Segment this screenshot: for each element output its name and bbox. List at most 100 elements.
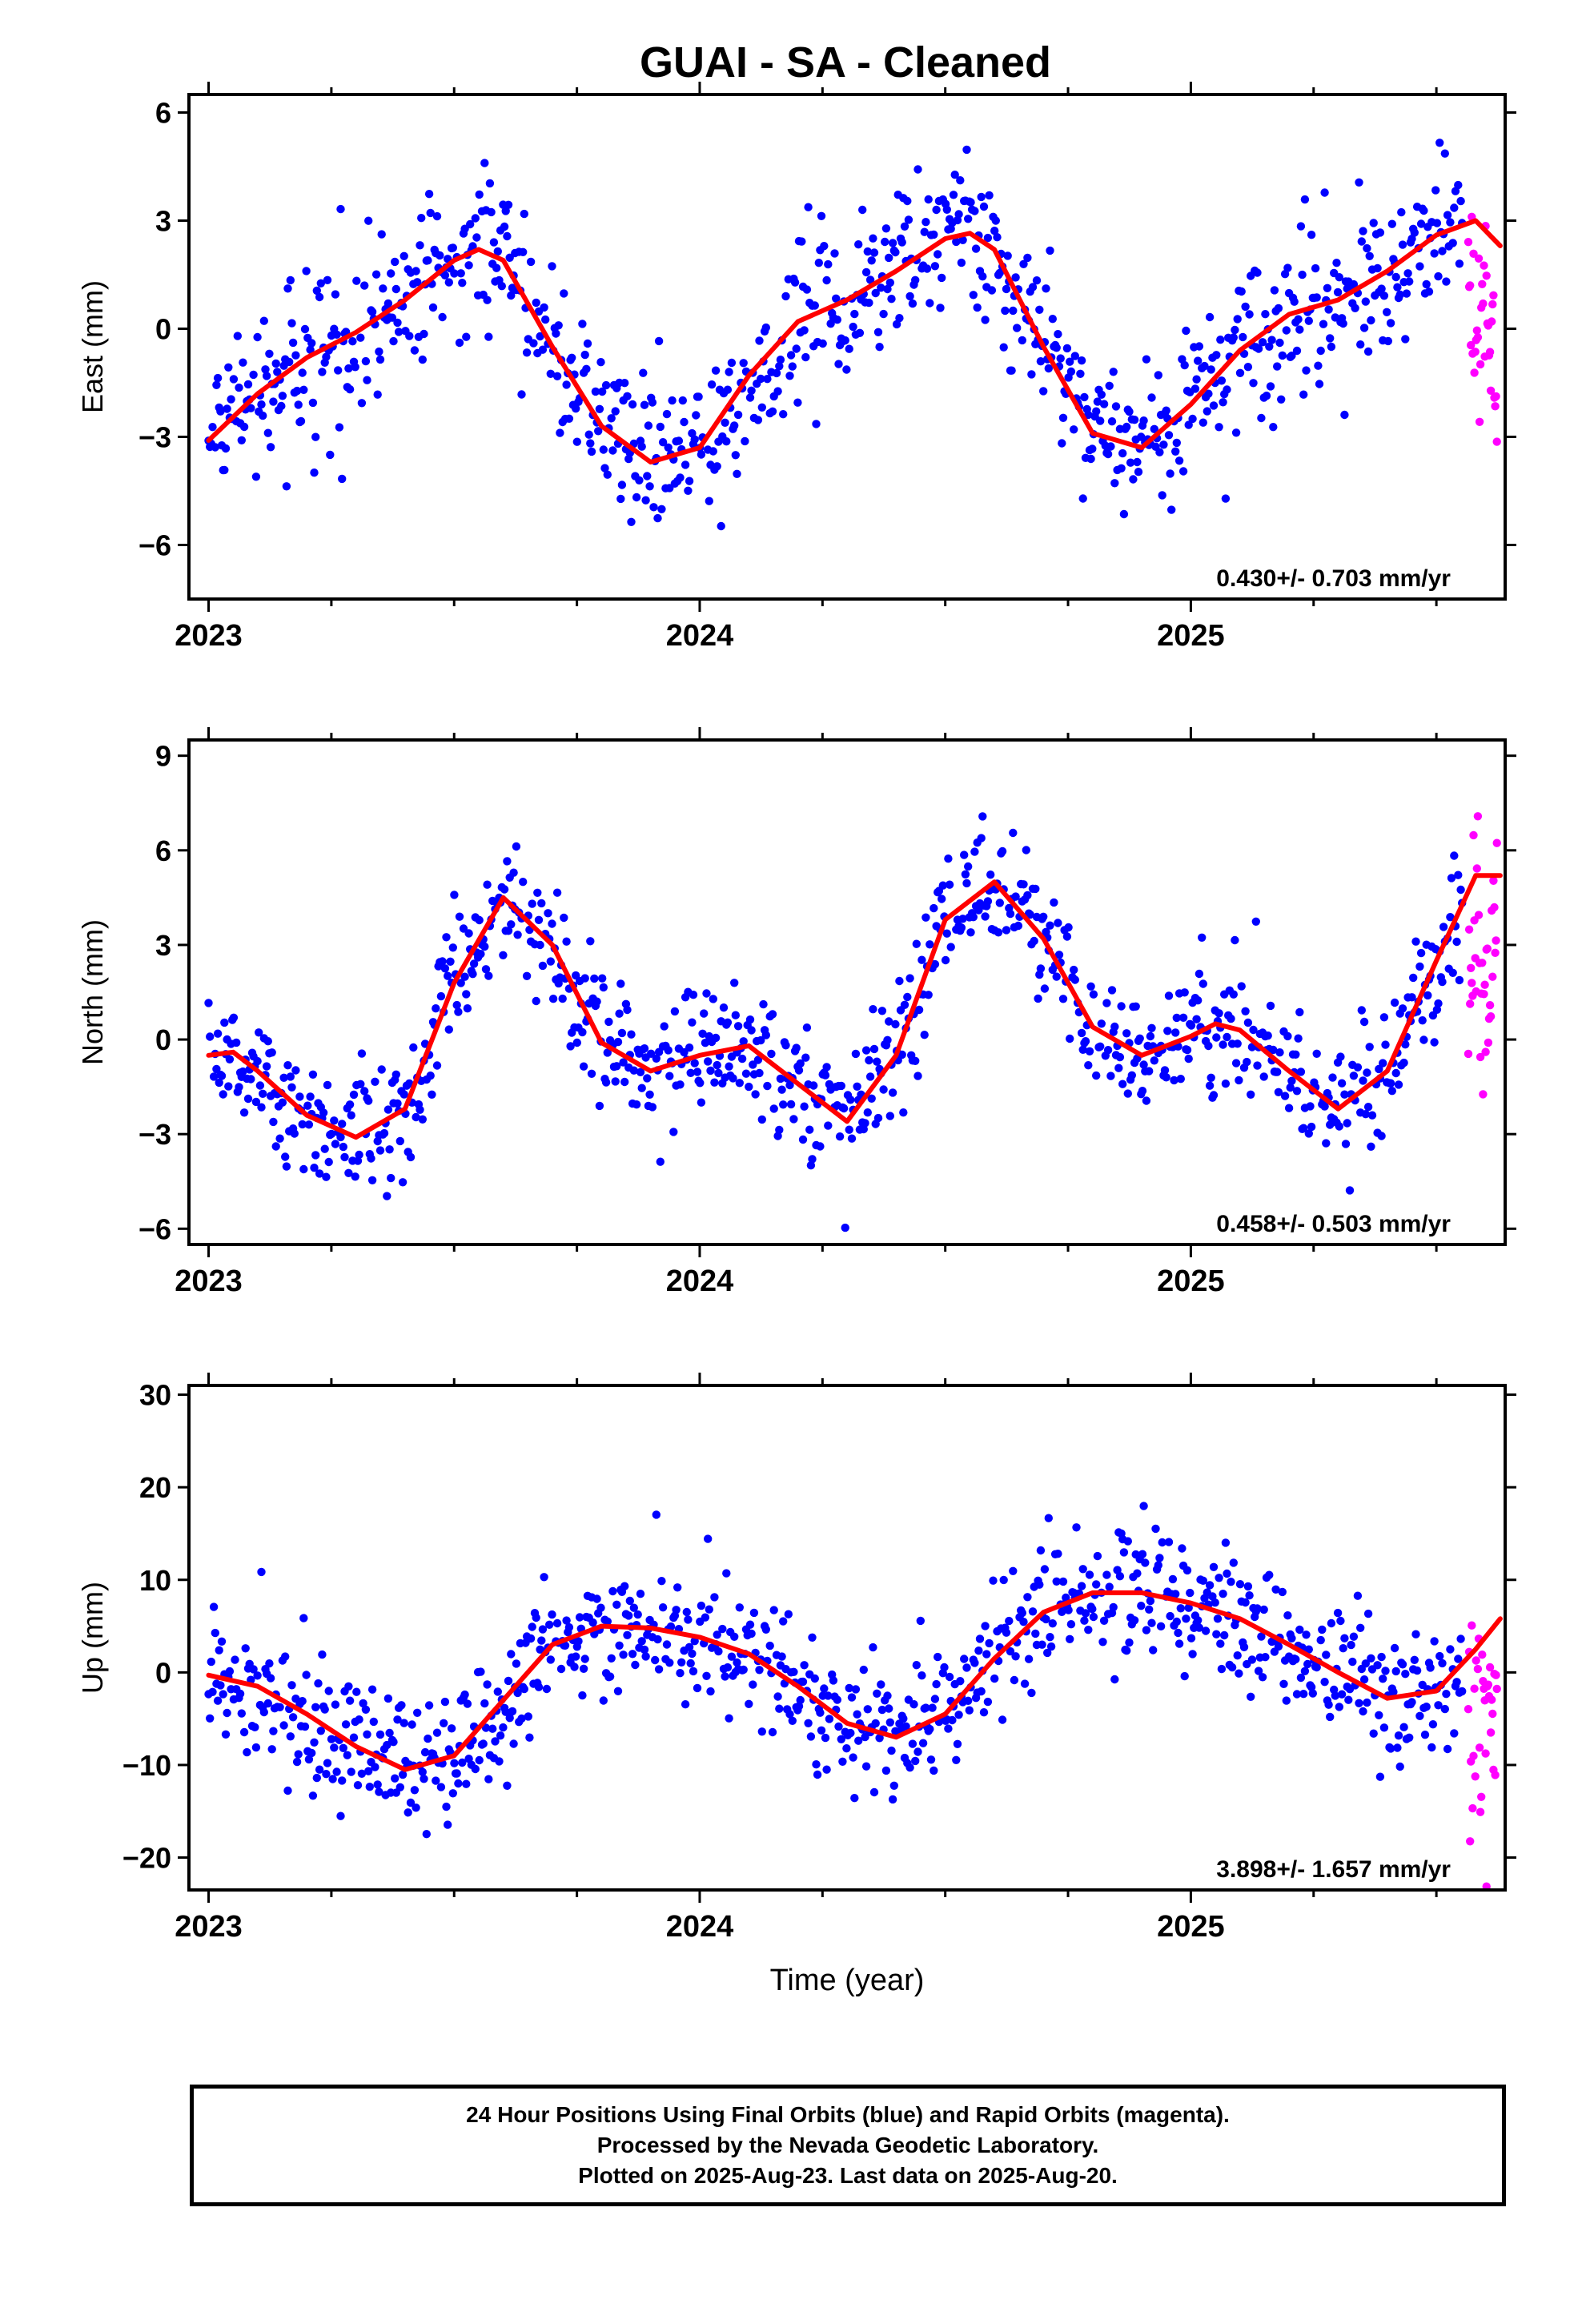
- final-orbit-point: [1428, 1720, 1438, 1729]
- final-orbit-point: [351, 363, 359, 372]
- final-orbit-point: [930, 903, 938, 913]
- final-orbit-point: [315, 1169, 324, 1178]
- rapid-orbit-point: [1467, 963, 1476, 973]
- final-orbit-point: [1182, 1614, 1191, 1623]
- final-orbit-point: [1294, 1034, 1303, 1043]
- final-orbit-point: [253, 332, 262, 342]
- final-orbit-point: [1379, 292, 1389, 300]
- final-orbit-point: [1377, 284, 1386, 293]
- final-orbit-point: [913, 1747, 922, 1756]
- final-orbit-point: [709, 447, 717, 456]
- final-orbit-point: [895, 976, 904, 986]
- y-tick-label: 0: [155, 313, 171, 346]
- final-orbit-point: [1209, 401, 1219, 410]
- final-orbit-point: [1044, 1514, 1054, 1522]
- final-orbit-point: [1155, 448, 1164, 456]
- x-tick-label: 2023: [175, 1910, 243, 1944]
- final-orbit-point: [940, 1663, 949, 1672]
- final-orbit-point: [1245, 1591, 1254, 1600]
- rapid-orbit-point: [1491, 1771, 1500, 1779]
- final-orbit-point: [911, 1056, 920, 1066]
- final-orbit-point: [1450, 851, 1459, 860]
- final-orbit-point: [1125, 407, 1134, 416]
- final-orbit-point: [673, 1583, 682, 1592]
- final-orbit-point: [1263, 1031, 1272, 1040]
- final-orbit-point: [1147, 1618, 1156, 1627]
- final-orbit-point: [694, 392, 703, 401]
- final-orbit-point: [1381, 1667, 1390, 1675]
- final-orbit-point: [265, 349, 274, 358]
- final-orbit-point: [436, 1783, 446, 1791]
- final-orbit-point: [891, 247, 900, 257]
- final-orbit-point: [1085, 1047, 1094, 1056]
- final-orbit-point: [387, 269, 396, 278]
- final-orbit-point: [1381, 1040, 1390, 1049]
- final-orbit-point: [786, 1100, 796, 1109]
- final-orbit-point: [945, 1672, 954, 1682]
- rapid-orbit-point: [1489, 291, 1498, 300]
- final-orbit-point: [1235, 1580, 1245, 1589]
- final-orbit-point: [755, 336, 764, 345]
- final-orbit-point: [542, 1684, 552, 1694]
- final-orbit-point: [628, 400, 637, 409]
- plot-frame: [187, 1384, 1507, 1892]
- rate-label: 0.430+/- 0.703 mm/yr: [1216, 565, 1451, 592]
- final-orbit-point: [1345, 1186, 1355, 1195]
- final-orbit-point: [1411, 937, 1420, 946]
- final-orbit-point: [1340, 410, 1349, 420]
- final-orbit-point: [1319, 320, 1328, 328]
- final-orbit-point: [737, 1054, 747, 1063]
- final-orbit-point: [507, 1650, 516, 1659]
- rapid-orbit-point: [1472, 864, 1482, 873]
- final-orbit-point: [973, 303, 982, 312]
- final-orbit-point: [979, 1708, 989, 1717]
- final-orbit-point: [299, 1614, 308, 1622]
- final-orbit-point: [824, 1691, 833, 1700]
- final-orbit-point: [1407, 235, 1416, 243]
- final-orbit-point: [1253, 268, 1262, 277]
- final-orbit-point: [813, 1770, 822, 1779]
- final-orbit-point: [869, 1005, 877, 1014]
- final-orbit-point: [389, 1738, 398, 1747]
- final-orbit-point: [1307, 231, 1316, 239]
- final-orbit-point: [546, 957, 555, 966]
- final-orbit-point: [353, 1781, 363, 1790]
- final-orbit-point: [310, 468, 319, 477]
- final-orbit-point: [800, 326, 809, 335]
- final-orbit-point: [299, 1164, 308, 1174]
- final-orbit-point: [546, 1655, 555, 1664]
- final-orbit-point: [808, 1633, 817, 1642]
- final-orbit-point: [1151, 1524, 1160, 1534]
- final-orbit-point: [406, 1152, 416, 1162]
- final-orbit-point: [1200, 361, 1209, 371]
- final-orbit-point: [905, 1763, 914, 1772]
- rapid-orbit-point: [1484, 1680, 1493, 1689]
- final-orbit-point: [863, 1108, 873, 1117]
- final-orbit-point: [1011, 892, 1020, 901]
- final-orbit-point: [1081, 1037, 1090, 1046]
- final-orbit-point: [239, 358, 247, 367]
- final-orbit-point: [1203, 407, 1212, 416]
- final-orbit-point: [702, 989, 711, 998]
- final-orbit-point: [926, 299, 934, 308]
- final-orbit-point: [1322, 1651, 1331, 1659]
- final-orbit-point: [1241, 1007, 1250, 1016]
- final-orbit-point: [652, 1510, 661, 1519]
- final-orbit-point: [1291, 1655, 1300, 1664]
- final-orbit-point: [315, 1765, 324, 1774]
- final-orbit-point: [322, 1172, 331, 1181]
- final-orbit-point: [977, 834, 986, 842]
- rate-label: 0.458+/- 0.503 mm/yr: [1216, 1211, 1451, 1237]
- final-orbit-point: [785, 1710, 794, 1719]
- final-orbit-point: [594, 427, 603, 436]
- final-orbit-point: [1048, 1619, 1058, 1628]
- x-tick-label: 2023: [175, 619, 243, 653]
- final-orbit-point: [930, 230, 938, 239]
- final-orbit-point: [1386, 319, 1395, 328]
- final-orbit-point: [1220, 1630, 1229, 1640]
- final-orbit-point: [541, 315, 550, 324]
- final-orbit-point: [1282, 1696, 1291, 1705]
- final-orbit-point: [1109, 1602, 1118, 1612]
- final-orbit-point: [817, 211, 826, 220]
- final-orbit-point: [729, 1074, 737, 1083]
